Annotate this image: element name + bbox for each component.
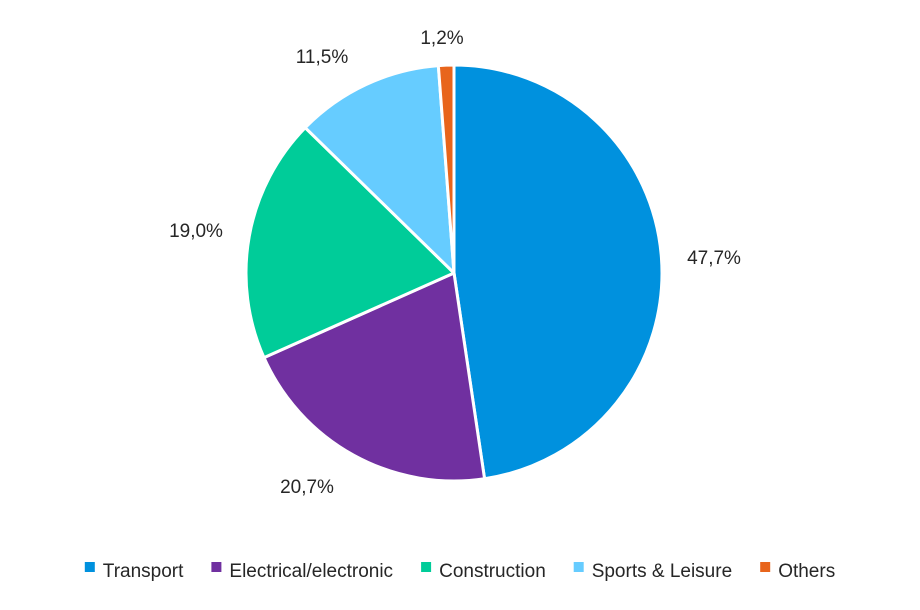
legend-label-transport: Transport [103,561,184,582]
pie-slice-others [436,63,456,275]
legend-label-electrical-electronic: Electrical/electronic [229,561,393,582]
legend-swatch-sports-leisure [573,562,584,572]
legend-swatch-electrical-electronic [211,562,222,572]
legend-swatch-others [760,562,771,572]
legend-item-others: Others [760,561,835,582]
legend-label-construction: Construction [439,561,546,582]
legend-swatch-construction [421,562,432,572]
data-label-others: 1,2% [420,28,463,49]
pie-slice-electrical-electronic [262,271,487,483]
legend-item-construction: Construction [421,561,546,582]
pie-slices [244,63,664,483]
legend-label-sports-leisure: Sports & Leisure [592,561,732,582]
legend-label-others: Others [778,561,835,582]
data-label-construction: 19,0% [169,221,223,242]
legend-swatch-transport [84,562,95,572]
legend-item-sports-leisure: Sports & Leisure [573,561,732,582]
data-label-electrical-electronic: 20,7% [280,477,334,498]
data-label-sports-leisure: 11,5% [296,47,349,68]
pie-slice-sports-leisure [303,64,456,275]
pie-data-labels: 47,7% 20,7% 19,0% 11,5% 1,2% [169,28,741,498]
pie-slice-transport [452,63,664,481]
legend: Transport Electrical/electronic Constructi… [84,561,835,582]
legend-item-electrical-electronic: Electrical/electronic [211,561,393,582]
pie-slice-construction [244,126,456,360]
legend-item-transport: Transport [84,561,184,582]
data-label-transport: 47,7% [687,248,741,269]
